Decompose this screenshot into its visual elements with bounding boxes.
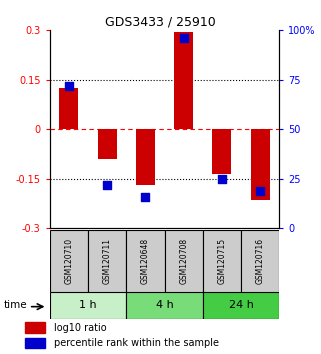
- Text: GSM120648: GSM120648: [141, 238, 150, 284]
- Bar: [98, 129, 117, 159]
- Bar: [203, 230, 241, 292]
- Bar: [88, 230, 126, 292]
- Point: [181, 35, 186, 41]
- Point: [66, 83, 72, 88]
- Bar: [136, 129, 155, 185]
- Bar: [241, 230, 279, 292]
- Text: 1 h: 1 h: [79, 300, 97, 310]
- Point: [257, 188, 263, 194]
- Text: percentile rank within the sample: percentile rank within the sample: [54, 338, 219, 348]
- Text: log10 ratio: log10 ratio: [54, 322, 106, 333]
- Bar: [126, 230, 164, 292]
- Bar: [50, 292, 126, 319]
- Text: GSM120710: GSM120710: [65, 238, 74, 284]
- Bar: [203, 292, 279, 319]
- Text: time: time: [3, 300, 27, 310]
- Text: GDS3433 / 25910: GDS3433 / 25910: [105, 16, 216, 29]
- Bar: [25, 337, 45, 348]
- Point: [105, 182, 110, 188]
- Text: 4 h: 4 h: [156, 300, 173, 310]
- Bar: [212, 129, 231, 174]
- Text: GSM120708: GSM120708: [179, 238, 188, 284]
- Bar: [174, 32, 193, 129]
- Text: 24 h: 24 h: [229, 300, 254, 310]
- Text: GSM120711: GSM120711: [103, 238, 112, 284]
- Text: GSM120716: GSM120716: [256, 238, 265, 284]
- Bar: [251, 129, 270, 200]
- Point: [219, 176, 224, 182]
- Bar: [25, 322, 45, 333]
- Bar: [126, 292, 203, 319]
- Bar: [164, 230, 203, 292]
- Point: [143, 194, 148, 199]
- Bar: [50, 230, 88, 292]
- Text: GSM120715: GSM120715: [217, 238, 226, 284]
- Bar: [59, 88, 78, 129]
